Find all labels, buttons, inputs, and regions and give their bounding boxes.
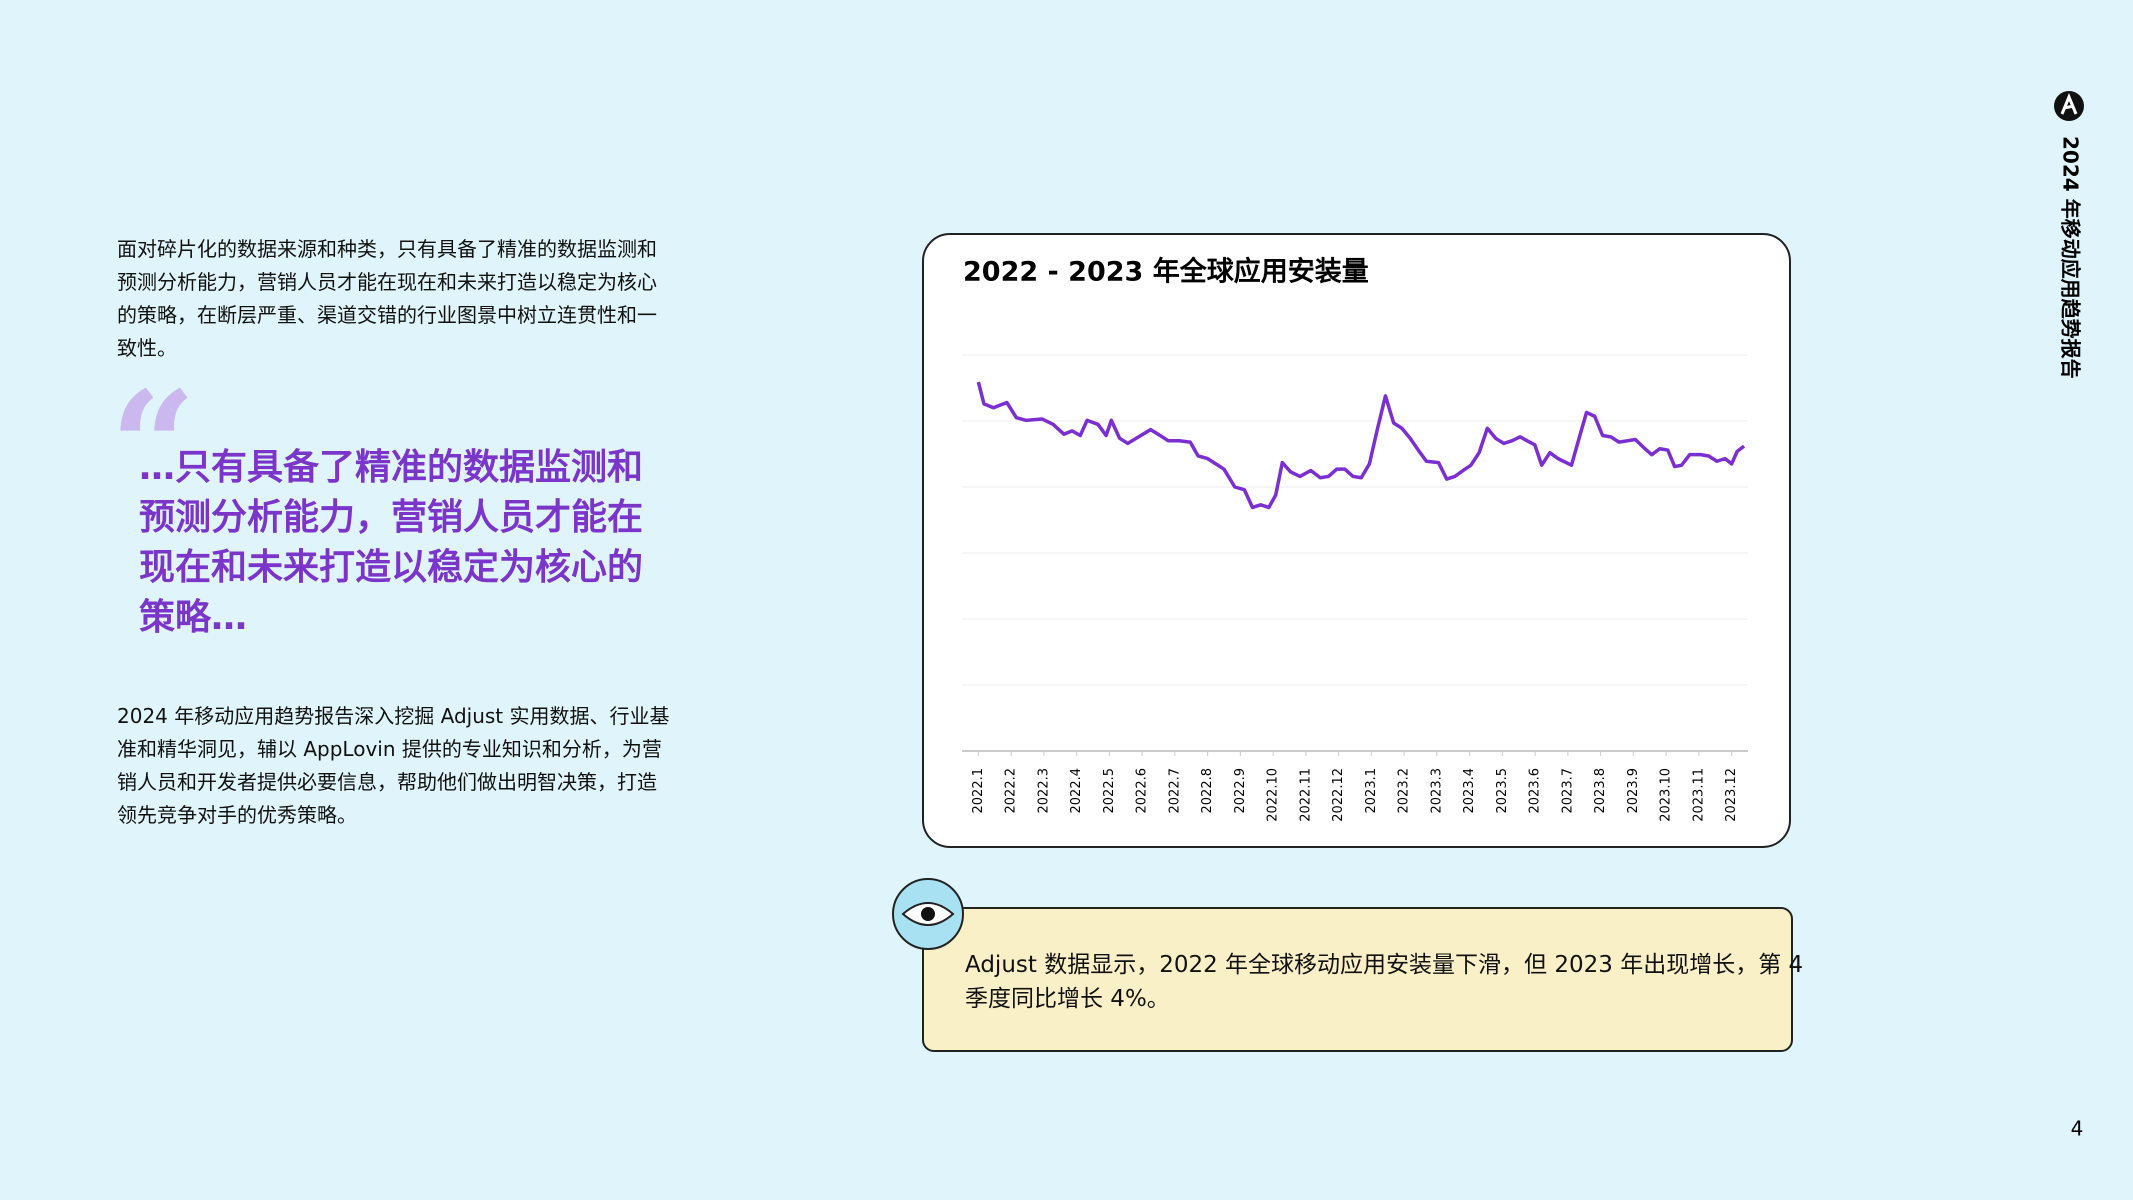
x-tick-label: 2022.6 [1135,768,1150,814]
text-line: 准和精华洞见，辅以 AppLovin 提供的专业知识和分析，为营 [117,737,662,761]
text-line: 面对碎片化的数据来源和种类，只有具备了精准的数据监测和 [117,237,657,261]
text-line: …只有具备了精准的数据监测和 [139,447,644,488]
x-tick-label: 2022.10 [1266,768,1281,822]
x-tick-label: 2023.7 [1560,768,1575,814]
text-line: 季度同比增长 4%。 [965,986,1170,1012]
quote: …只有具备了精准的数据监测和 预测分析能力，营销人员才能在 现在和未来打造以稳定为核… [139,443,643,643]
chart-title: 2022 - 2023 年全球应用安装量 [963,256,1369,288]
eye-icon [892,878,964,950]
text-line: 预测分析能力，营销人员才能在现在和未来打造以稳定为核心 [117,270,657,294]
x-tick-label: 2022.11 [1298,768,1313,822]
x-tick-label: 2023.4 [1462,768,1477,814]
x-tick-label: 2022.7 [1167,768,1182,814]
text-line: 策略… [139,597,248,638]
x-tick-label: 2023.9 [1626,768,1641,814]
x-tick-label: 2023.6 [1528,768,1543,814]
text-line: 现在和未来打造以稳定为核心的 [139,547,644,588]
x-tick-label: 2023.8 [1593,768,1608,814]
x-tick-label: 2023.12 [1724,768,1739,822]
intro: 面对碎片化的数据来源和种类，只有具备了精准的数据监测和 预测分析能力，营销人员才能… [117,233,657,365]
x-tick-label: 2022.5 [1102,768,1117,814]
x-tick-label: 2023.10 [1659,768,1674,822]
x-tick-label: 2023.2 [1397,768,1412,814]
callout [922,907,1793,1052]
callout-text: Adjust 数据显示，2022 年全球移动应用安装量下滑，但 2023 年出现… [965,948,1803,1016]
x-tick-label: 2023.11 [1691,768,1706,822]
x-tick-label: 2022.8 [1200,768,1215,814]
text-line: 致性。 [117,336,177,360]
x-tick-label: 2023.1 [1364,768,1379,814]
x-tick-label: 2022.12 [1331,768,1346,822]
text-line: Adjust 数据显示，2022 年全球移动应用安装量下滑，但 2023 年出现… [965,952,1804,978]
body-text: 2024 年移动应用趋势报告深入挖掘 Adjust 实用数据、行业基 准和精华洞见… [117,700,670,832]
x-tick-label: 2022.1 [971,768,986,814]
x-tick-label: 2023.3 [1429,768,1444,814]
x-tick-label: 2022.9 [1233,768,1248,814]
text-line: 2024 年移动应用趋势报告深入挖掘 Adjust 实用数据、行业基 [117,704,670,728]
data-line [976,381,1746,510]
x-tick-label: 2022.3 [1036,768,1051,814]
quote-mark: “ [110,359,197,535]
x-tick-label: 2022.2 [1004,768,1019,814]
text-line: 的策略，在断层严重、渠道交错的行业图景中树立连贯性和一 [117,303,657,327]
x-tick-label: 2022.4 [1069,768,1084,814]
text-line: 预测分析能力，营销人员才能在 [139,497,644,538]
chart-card [922,233,1791,848]
text-line: 领先竞争对手的优秀策略。 [117,803,357,827]
side-title: 2024 年移动应用趋势报告 [2059,136,2083,379]
logo [2054,91,2084,121]
x-tick-label: 2023.5 [1495,768,1510,814]
page-number: 4 [2071,1117,2084,1141]
text-line: 销人员和开发者提供必要信息，帮助他们做出明智决策，打造 [117,770,657,794]
